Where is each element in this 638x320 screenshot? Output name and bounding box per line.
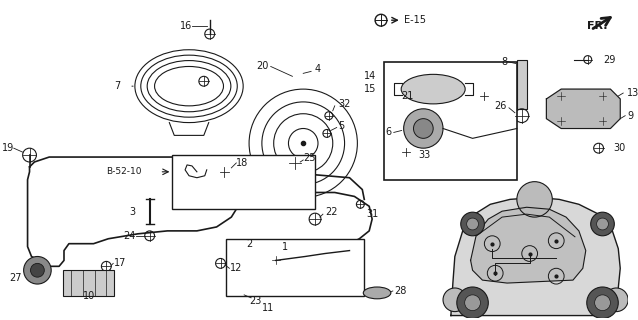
Bar (517, 60, 527, 109)
Circle shape (466, 218, 478, 230)
Circle shape (443, 288, 466, 312)
Circle shape (604, 288, 628, 312)
Bar (63, 270, 114, 296)
Circle shape (587, 287, 618, 318)
Text: B-52-10: B-52-10 (107, 167, 142, 176)
Text: 9: 9 (627, 111, 634, 121)
Text: 25: 25 (303, 153, 316, 163)
Text: 3: 3 (130, 207, 136, 217)
Text: 22: 22 (325, 207, 338, 217)
Circle shape (413, 119, 433, 138)
Text: 32: 32 (339, 99, 351, 109)
Text: 19: 19 (1, 143, 14, 153)
Polygon shape (471, 207, 586, 283)
Text: 1: 1 (283, 242, 288, 252)
Text: 30: 30 (613, 143, 626, 153)
Text: 5: 5 (339, 121, 345, 131)
Bar (226, 239, 364, 296)
Ellipse shape (363, 287, 391, 299)
Text: 15: 15 (364, 84, 376, 94)
Text: 26: 26 (494, 101, 507, 111)
Text: 12: 12 (230, 263, 242, 273)
Circle shape (591, 212, 614, 236)
Text: 31: 31 (366, 209, 378, 219)
Text: 8: 8 (501, 57, 507, 67)
Text: 27: 27 (9, 273, 22, 283)
Polygon shape (451, 197, 620, 316)
Circle shape (597, 218, 609, 230)
Text: 21: 21 (401, 91, 413, 101)
Text: 24: 24 (124, 231, 136, 241)
Text: E-15: E-15 (404, 15, 426, 25)
Text: 4: 4 (315, 64, 321, 75)
Circle shape (464, 295, 480, 311)
Text: 6: 6 (386, 127, 392, 137)
Text: FR.: FR. (587, 21, 607, 31)
Circle shape (595, 295, 611, 311)
Text: 17: 17 (114, 258, 126, 268)
Text: 11: 11 (262, 303, 274, 313)
Circle shape (24, 257, 51, 284)
Circle shape (31, 263, 44, 277)
Text: 18: 18 (236, 158, 249, 168)
Circle shape (517, 182, 553, 217)
Text: 29: 29 (604, 55, 616, 65)
Text: 33: 33 (419, 150, 431, 160)
Text: 20: 20 (256, 61, 269, 71)
Text: 28: 28 (394, 286, 406, 296)
Circle shape (461, 212, 484, 236)
Text: 10: 10 (82, 291, 94, 301)
Bar (247, 253, 261, 263)
Text: 16: 16 (180, 21, 192, 31)
Circle shape (404, 109, 443, 148)
Ellipse shape (401, 74, 465, 104)
Text: 13: 13 (627, 88, 638, 98)
Text: 23: 23 (249, 296, 262, 306)
Circle shape (457, 287, 488, 318)
Text: 7: 7 (114, 81, 120, 91)
Bar (172, 155, 315, 209)
Bar (384, 61, 517, 180)
Polygon shape (546, 89, 620, 129)
Text: 14: 14 (364, 71, 376, 81)
Text: 2: 2 (246, 239, 252, 249)
